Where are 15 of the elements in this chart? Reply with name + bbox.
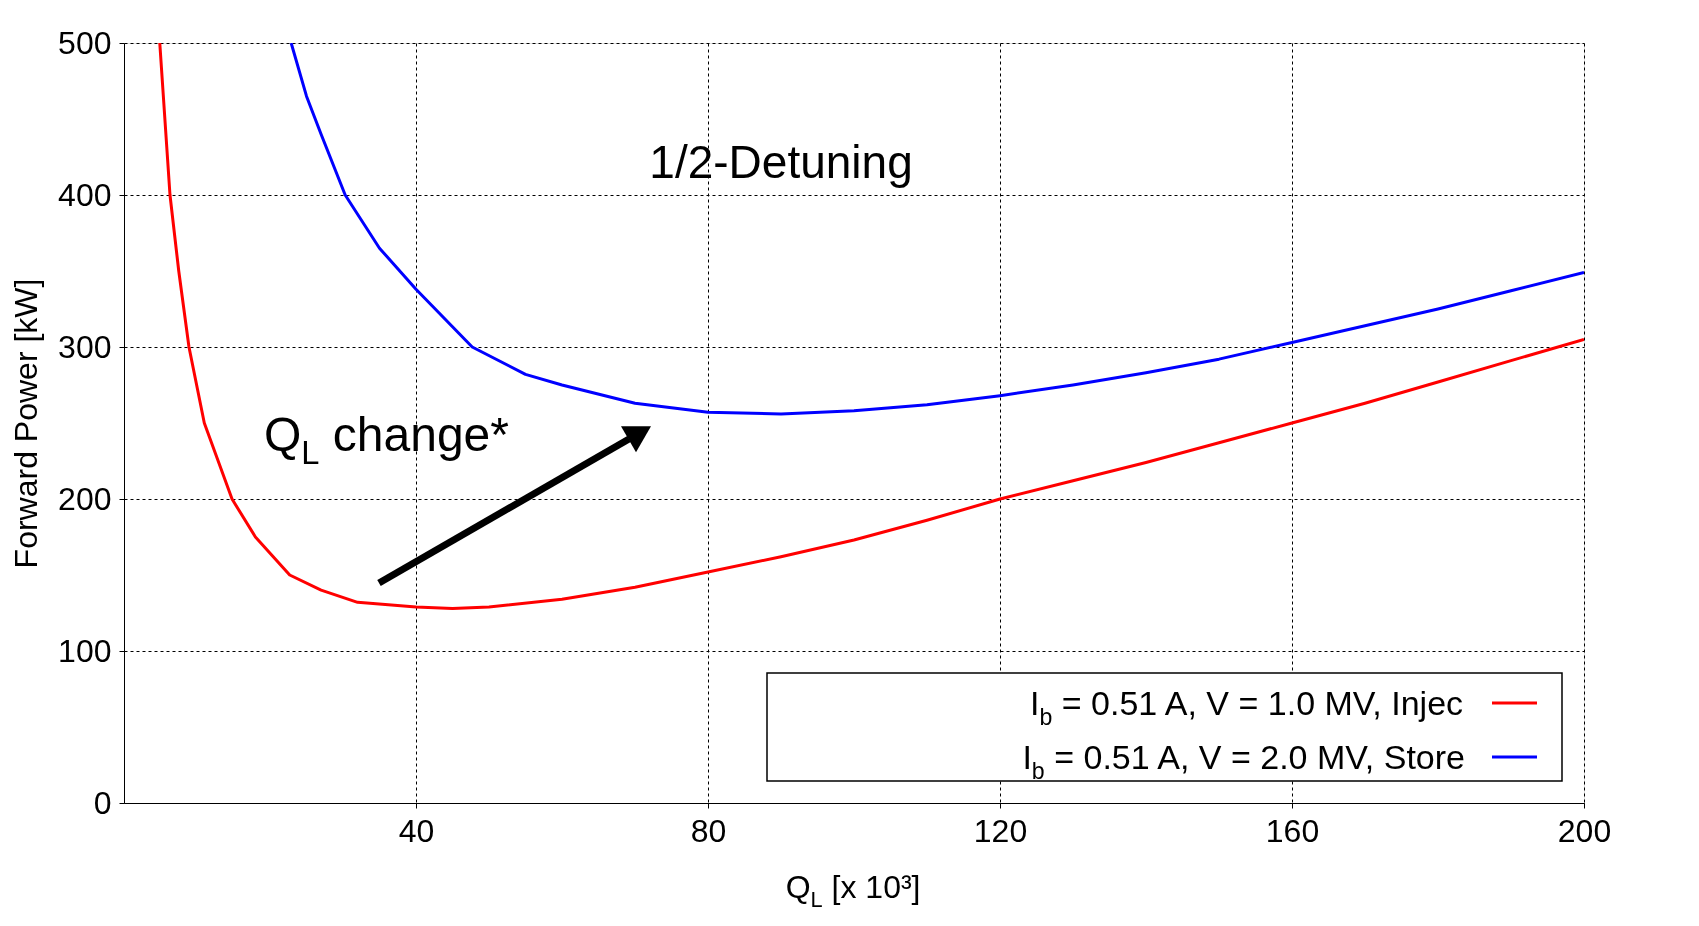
annotation: 1/2-Detuning [649,136,913,188]
y-tick-label: 200 [58,480,112,517]
x-tick-label: 160 [1265,812,1320,849]
x-tick-label: 120 [973,812,1028,849]
y-axis-title: Forward Power [kW] [8,278,45,569]
x-tick-label: 200 [1557,812,1612,849]
y-tick-label: 300 [58,328,112,365]
y-tick-label: 100 [58,632,112,669]
line-series [158,43,1584,610]
x-tick-label: 80 [690,812,727,849]
y-tick-label: 500 [58,24,112,61]
x-tick-label: 40 [398,812,435,849]
y-tick-label: 0 [93,784,112,821]
line-series [289,43,1584,416]
y-tick-label: 400 [58,176,112,213]
